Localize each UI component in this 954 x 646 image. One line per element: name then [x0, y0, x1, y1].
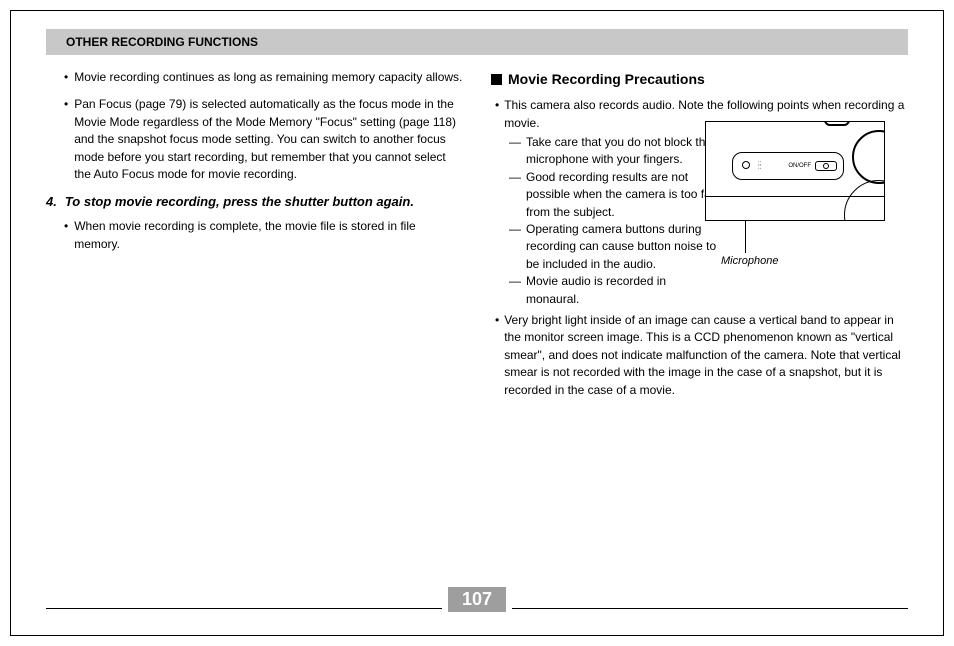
bullet-dot: •	[64, 96, 68, 183]
dash-icon: —	[509, 273, 521, 308]
dash-icon: —	[509, 169, 521, 221]
dash-item: — Operating camera buttons during record…	[509, 221, 908, 273]
step-text: To stop movie recording, press the shutt…	[65, 193, 414, 212]
microphone-hole-icon	[742, 161, 750, 169]
callout-line	[745, 221, 746, 253]
camera-dial	[852, 130, 885, 184]
microphone-label: Microphone	[721, 255, 778, 267]
step-number: 4.	[46, 193, 57, 212]
page-number: 107	[448, 587, 506, 612]
content-columns: • Movie recording continues as long as r…	[11, 55, 943, 401]
camera-top-bump	[824, 121, 850, 126]
dash-text: Movie audio is recorded in monaural.	[526, 273, 721, 308]
dash-icon: —	[509, 134, 521, 169]
bullet-dot: •	[495, 312, 499, 399]
page-frame: OTHER RECORDING FUNCTIONS • Movie record…	[10, 10, 944, 636]
bullet-item: • When movie recording is complete, the …	[64, 218, 463, 253]
footer-rule-left	[46, 608, 442, 609]
page-footer: 107	[46, 585, 908, 613]
dash-text: Good recording results are not possible …	[526, 169, 721, 221]
dash-text: Take care that you do not block the micr…	[526, 134, 721, 169]
step-instruction: 4. To stop movie recording, press the sh…	[46, 193, 463, 212]
precautions-heading: Movie Recording Precautions	[491, 69, 908, 89]
bullet-item: • Very bright light inside of an image c…	[495, 312, 908, 399]
bullet-text: Movie recording continues as long as rem…	[74, 69, 462, 86]
bullet-item: • Pan Focus (page 79) is selected automa…	[64, 96, 463, 183]
right-column: Movie Recording Precautions • This camer…	[491, 69, 908, 401]
diagram-grip-curve	[844, 180, 885, 221]
dash-text: Operating camera buttons during recordin…	[526, 221, 721, 273]
footer-rule-right	[512, 608, 908, 609]
bullet-text: Very bright light inside of an image can…	[504, 312, 908, 399]
section-header: OTHER RECORDING FUNCTIONS	[46, 29, 908, 55]
onoff-label: ON/OFF	[788, 163, 811, 169]
bullet-dot: •	[64, 218, 68, 253]
bullet-text: When movie recording is complete, the mo…	[74, 218, 463, 253]
speaker-dots-icon: ::::	[758, 162, 761, 170]
bullet-dot: •	[64, 69, 68, 86]
dash-icon: —	[509, 221, 521, 273]
power-button-icon	[815, 161, 837, 171]
dash-item: — Movie audio is recorded in monaural.	[509, 273, 908, 308]
heading-text: Movie Recording Precautions	[508, 69, 705, 89]
camera-illustration: ON/OFF ::::	[705, 121, 885, 221]
camera-diagram: ON/OFF :::: Microphone	[705, 121, 885, 221]
bullet-item: • Movie recording continues as long as r…	[64, 69, 463, 86]
bullet-dot: •	[495, 97, 499, 132]
left-column: • Movie recording continues as long as r…	[46, 69, 463, 401]
bullet-text: Pan Focus (page 79) is selected automati…	[74, 96, 463, 183]
square-bullet-icon	[491, 74, 502, 85]
